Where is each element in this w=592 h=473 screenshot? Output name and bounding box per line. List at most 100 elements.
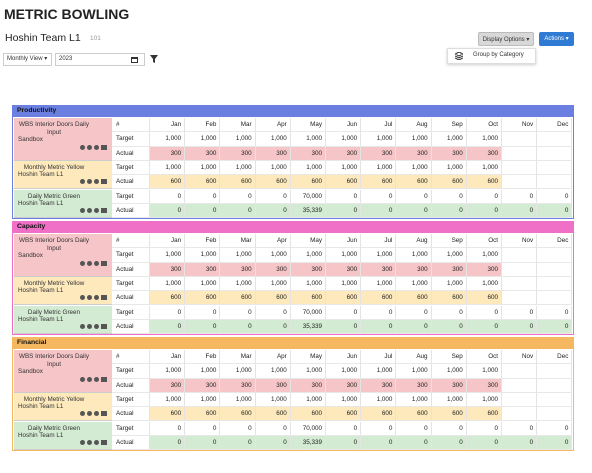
icon	[94, 260, 99, 266]
column-header: Dec	[537, 118, 573, 133]
actual-value: 600	[466, 175, 502, 190]
page-title: METRIC BOWLING	[4, 6, 130, 22]
actual-value: 0	[255, 203, 291, 219]
target-value: 0	[255, 189, 291, 204]
target-value: 0	[220, 421, 256, 436]
display-options-button[interactable]: Display Options ▾	[478, 32, 534, 46]
section-header: Productivity	[12, 105, 574, 117]
row-label: Actual	[112, 319, 150, 335]
actual-value: 0	[431, 319, 467, 335]
actual-value: 300	[396, 262, 432, 277]
column-header: Jan	[150, 350, 186, 365]
view-select[interactable]: Monthly View ▾	[3, 53, 52, 66]
actual-value	[502, 291, 538, 306]
column-header: Mar	[220, 118, 256, 133]
target-value: 0	[537, 189, 573, 204]
metric-name: WBS Interior Doors Daily Input	[19, 353, 89, 368]
actual-value: 600	[150, 291, 186, 306]
icon	[87, 208, 92, 214]
actions-button[interactable]: Actions ▾	[539, 32, 574, 46]
row-label: Actual	[112, 291, 150, 306]
actual-value: 300	[290, 262, 326, 277]
actual-value: 0	[150, 319, 186, 335]
year-input[interactable]: 2023	[55, 53, 145, 66]
icon	[101, 260, 107, 266]
icon	[87, 440, 92, 446]
icon	[94, 324, 99, 330]
metric-cell: Daily Metric Green Hoshin Team L1	[14, 421, 112, 451]
row-label: Actual	[112, 262, 150, 277]
icon	[101, 144, 107, 150]
actual-value: 600	[431, 407, 467, 422]
actual-value	[502, 378, 538, 393]
actual-value: 35,339	[290, 203, 326, 219]
row-label: Actual	[112, 146, 150, 161]
icon	[80, 208, 85, 214]
actual-value: 300	[290, 378, 326, 393]
metric-owner: Sandbox	[18, 368, 43, 375]
actual-value: 600	[361, 175, 397, 190]
actual-value: 600	[290, 407, 326, 422]
metric-owner: Sandbox	[18, 136, 43, 143]
target-value: 1,000	[255, 132, 291, 147]
column-header: Nov	[502, 118, 538, 133]
row-label: Target	[112, 276, 150, 292]
column-header: May	[290, 118, 326, 133]
filter-icon[interactable]	[150, 55, 158, 63]
calendar-icon[interactable]	[131, 56, 138, 63]
target-value: 0	[537, 421, 573, 436]
target-value: 0	[431, 421, 467, 436]
actual-value	[537, 146, 573, 161]
actual-value: 600	[466, 407, 502, 422]
actual-value: 0	[150, 435, 186, 451]
target-value: 0	[361, 305, 397, 320]
metric-icons	[80, 376, 107, 382]
actual-value: 600	[290, 175, 326, 190]
target-value: 1,000	[396, 160, 432, 176]
dropdown-menu: Group by Category	[447, 48, 536, 64]
target-value	[537, 392, 573, 408]
actual-value: 600	[255, 291, 291, 306]
actual-value: 0	[537, 435, 573, 451]
target-value: 1,000	[255, 392, 291, 408]
target-value	[537, 364, 573, 379]
target-value: 1,000	[220, 132, 256, 147]
target-value: 1,000	[361, 248, 397, 263]
target-value: 0	[150, 305, 186, 320]
column-header: Apr	[255, 118, 291, 133]
column-header: Jul	[361, 350, 397, 365]
menu-item[interactable]: Group by Category	[473, 52, 524, 58]
actual-value: 35,339	[290, 319, 326, 335]
target-value	[502, 132, 538, 147]
actual-value: 300	[185, 262, 221, 277]
column-header: Feb	[185, 234, 221, 249]
column-header: Jun	[326, 118, 362, 133]
actual-value: 300	[396, 378, 432, 393]
target-value: 1,000	[326, 160, 362, 176]
target-value: 1,000	[361, 392, 397, 408]
actual-value: 600	[185, 291, 221, 306]
target-value: 1,000	[290, 364, 326, 379]
actual-value: 600	[326, 175, 362, 190]
actual-value: 300	[431, 146, 467, 161]
metric-icons	[80, 144, 107, 150]
metric-cell: WBS Interior Doors Daily Input Sandbox	[14, 118, 112, 161]
actual-value	[502, 146, 538, 161]
target-value: 0	[185, 189, 221, 204]
column-header: Jun	[326, 234, 362, 249]
icon	[87, 295, 92, 301]
target-value: 1,000	[326, 132, 362, 147]
target-value: 1,000	[361, 276, 397, 292]
metric-owner: Hoshin Team L1	[18, 316, 64, 323]
actual-value: 600	[326, 291, 362, 306]
metric-cell: Monthly Metric Yellow Hoshin Team L1	[14, 276, 112, 306]
target-value: 1,000	[431, 132, 467, 147]
target-value: 1,000	[185, 392, 221, 408]
row-label: Target	[112, 248, 150, 263]
target-value: 0	[255, 421, 291, 436]
metric-cell: Daily Metric Green Hoshin Team L1	[14, 305, 112, 335]
target-value: 1,000	[185, 160, 221, 176]
target-value: 1,000	[466, 392, 502, 408]
column-header: Sep	[431, 234, 467, 249]
metric-icons	[80, 208, 107, 214]
